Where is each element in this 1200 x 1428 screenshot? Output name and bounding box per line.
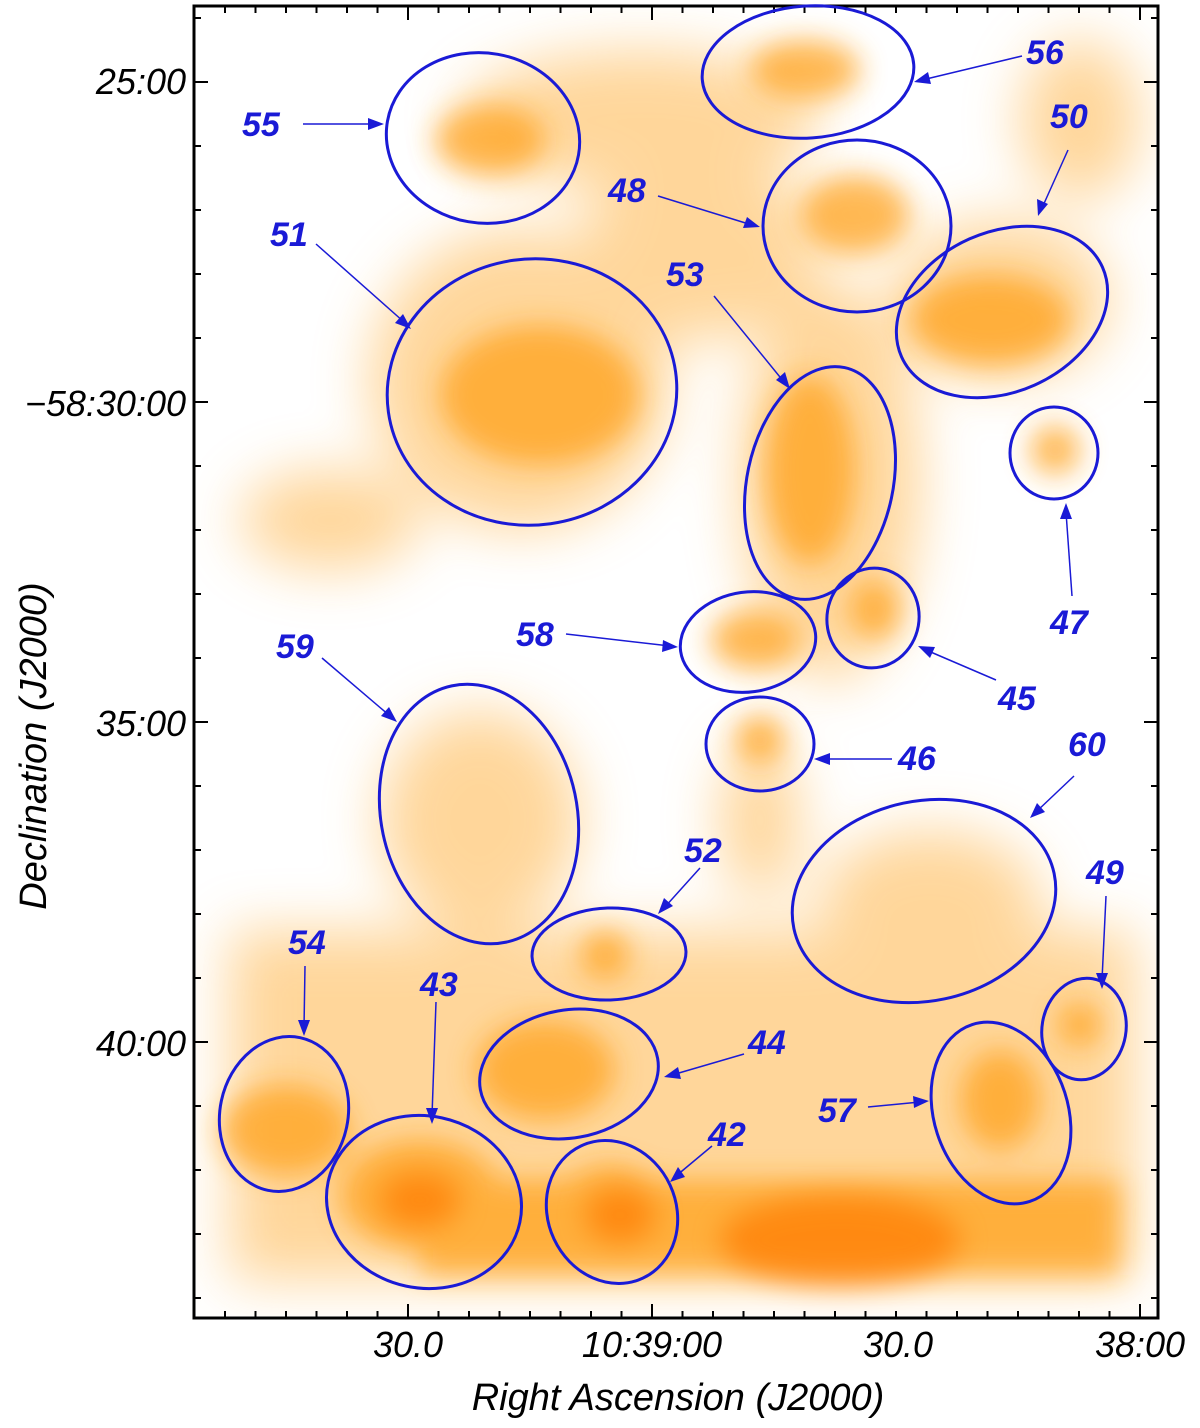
x-axis-title: Right Ascension (J2000) [472, 1377, 885, 1419]
region-60-arrow [1035, 775, 1075, 813]
x-tick-label: 30.0 [863, 1324, 933, 1365]
region-54-arrowhead [298, 1020, 310, 1036]
region-54-arrow [303, 965, 306, 1029]
region-56-ellipse [700, 4, 916, 140]
emission-map [220, 40, 1140, 1285]
y-tick-labels: 25:00 −58:30:00 35:00 40:00 [25, 61, 186, 1064]
y-tick-label: 35:00 [96, 703, 186, 744]
region-58-label: 58 [516, 616, 554, 654]
x-tick-label: 38:00 [1095, 1324, 1185, 1365]
region-54-label: 54 [288, 924, 326, 962]
y-tick-label: 25:00 [95, 61, 186, 102]
region-51-arrowhead [395, 314, 411, 329]
region-49-arrow [1101, 895, 1107, 981]
region-55-label: 55 [242, 106, 281, 144]
region-59-ellipse [377, 682, 581, 946]
y-tick-label: 40:00 [96, 1023, 186, 1064]
region-44-label: 44 [747, 1024, 786, 1062]
region-51-ellipse [385, 257, 679, 527]
region-57-arrowhead [913, 1096, 929, 1108]
region-58-arrowhead [662, 640, 678, 652]
region-44-arrowhead [664, 1067, 681, 1079]
region-46-label: 46 [897, 740, 937, 778]
region-58-ellipse [678, 590, 818, 694]
region-57-ellipse [929, 1020, 1073, 1206]
region-44-arrow [671, 1053, 745, 1076]
region-53-arrow [713, 295, 785, 383]
region-45-label: 45 [997, 680, 1037, 718]
region-57-arrow [867, 1101, 921, 1108]
region-56-label: 56 [1026, 34, 1065, 72]
region-50-label: 50 [1050, 98, 1088, 136]
region-46-arrowhead [814, 753, 830, 765]
y-tick-label: −58:30:00 [25, 383, 186, 424]
region-47-arrow [1065, 511, 1073, 597]
region-60-ellipse [790, 797, 1058, 1005]
region-59-label: 59 [276, 628, 314, 666]
regions: 55 56 50 48 51 53 47 58 [217, 4, 1128, 1291]
region-60-label: 60 [1068, 726, 1106, 764]
axis-ticks [194, 6, 1158, 1318]
region-52-ellipse [530, 906, 688, 1002]
region-60-arrowhead [1030, 803, 1045, 818]
region-45-arrow [925, 649, 997, 681]
region-56-arrowhead [914, 72, 931, 84]
region-47-ellipse [1008, 405, 1100, 501]
region-47-arrowhead [1060, 503, 1072, 519]
region-58-arrow [565, 633, 671, 647]
region-59-arrowhead [381, 707, 397, 722]
region-42-label: 42 [707, 1116, 746, 1154]
region-48-ellipse [761, 138, 953, 314]
region-59-arrow [321, 657, 391, 717]
region-56-arrow [921, 55, 1023, 81]
region-42-arrowhead [670, 1167, 685, 1182]
plot-frame [192, 4, 1160, 1320]
region-48-arrowhead [743, 217, 760, 228]
region-50-arrowhead [1037, 199, 1048, 216]
region-51-arrow [315, 243, 405, 323]
region-47-label: 47 [1049, 604, 1090, 642]
region-54-ellipse [217, 1035, 351, 1193]
region-43-label: 43 [419, 966, 458, 1004]
region-43-arrowhead [426, 1108, 438, 1124]
x-tick-label: 10:39:00 [582, 1324, 722, 1365]
region-49-arrowhead [1096, 973, 1108, 989]
region-53-label: 53 [666, 256, 704, 294]
x-tick-labels: 30.0 10:39:00 30.0 38:00 [373, 1324, 1185, 1365]
region-52-arrow [663, 867, 701, 909]
region-45-ellipse [825, 566, 921, 670]
region-53-ellipse [742, 365, 898, 601]
region-52-label: 52 [684, 832, 722, 870]
region-43-arrow [431, 1001, 437, 1117]
x-tick-label: 30.0 [373, 1324, 443, 1365]
region-49-ellipse [1040, 976, 1128, 1082]
region-44-ellipse [478, 1007, 660, 1141]
region-42-ellipse [544, 1139, 680, 1285]
region-50-ellipse [894, 224, 1110, 400]
region-51-label: 51 [270, 216, 308, 254]
region-55-ellipse [384, 51, 582, 225]
region-50-arrow [1041, 149, 1069, 209]
region-53-arrowhead [776, 372, 790, 389]
region-45-arrowhead [918, 646, 935, 658]
region-46-ellipse [704, 695, 816, 793]
region-48-arrow [657, 195, 753, 226]
region-55-arrowhead [368, 118, 384, 130]
region-49-label: 49 [1085, 854, 1124, 892]
region-48-label: 48 [607, 172, 646, 210]
region-57-label: 57 [818, 1092, 858, 1130]
region-52-arrowhead [658, 898, 673, 914]
y-axis-title: Declination (J2000) [13, 582, 55, 909]
region-43-ellipse [324, 1113, 524, 1291]
region-42-arrow [675, 1145, 713, 1177]
